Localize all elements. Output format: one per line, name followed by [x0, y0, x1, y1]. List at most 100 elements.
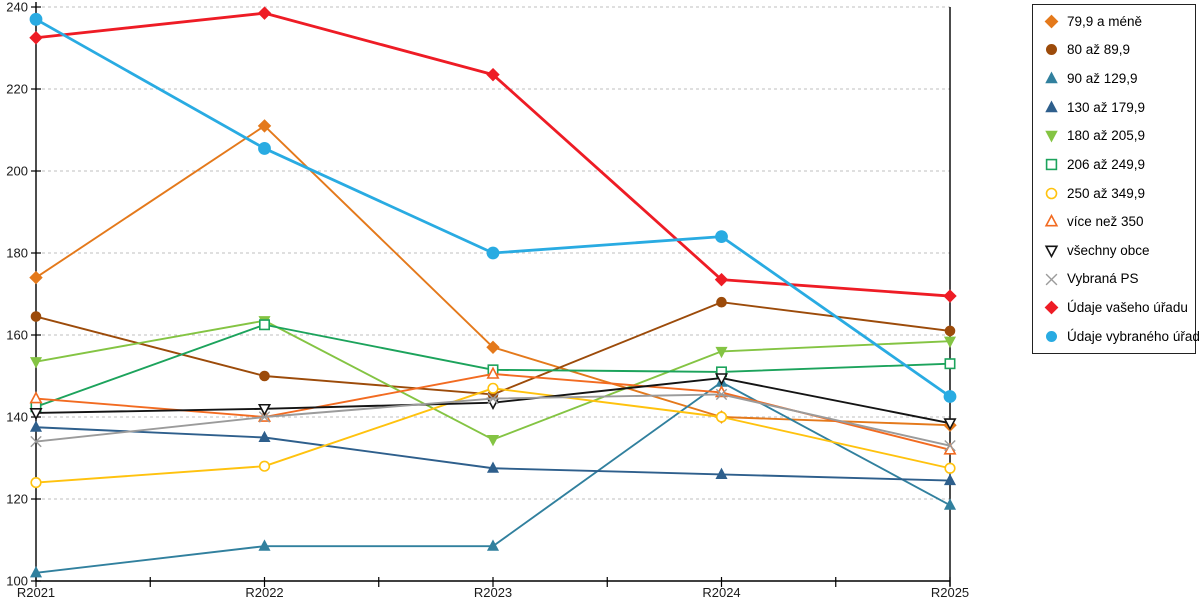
data-point-marker	[486, 434, 500, 447]
legend-label: 180 až 205,9	[1067, 128, 1146, 144]
data-point-marker	[29, 566, 43, 578]
data-point-marker	[944, 358, 956, 370]
legend-label: 80 až 89,9	[1067, 42, 1131, 58]
data-point-marker	[943, 473, 957, 486]
data-point-marker	[944, 440, 956, 452]
data-point-marker	[30, 477, 42, 489]
data-point-marker	[29, 31, 43, 45]
legend-item-250-az-349-9[interactable]: 250 až 349,9	[1033, 186, 1195, 201]
triangle-up-marker-icon	[1045, 100, 1058, 113]
data-point-marker	[487, 382, 499, 394]
legend-item-80-az-89-9[interactable]: 80 až 89,9	[1033, 42, 1195, 57]
legend-item-130-az-179-9[interactable]: 130 až 179,9	[1033, 100, 1195, 115]
series-udaje-vaseho-uradu	[29, 6, 957, 303]
triangle-down-marker-icon	[1044, 245, 1059, 259]
legend-label: 79,9 a méně	[1067, 13, 1143, 29]
x-axis-label: R2022	[245, 585, 283, 600]
legend-item-90-az-129-9[interactable]: 90 až 129,9	[1033, 71, 1195, 86]
data-point-marker	[486, 461, 500, 473]
legend-label: 90 až 129,9	[1067, 70, 1138, 86]
data-point-marker	[715, 346, 728, 359]
data-point-marker	[257, 403, 272, 417]
data-point-marker	[943, 289, 957, 303]
data-point-marker	[29, 12, 43, 26]
data-point-marker	[258, 430, 271, 443]
data-point-marker	[487, 392, 499, 405]
series-250-az-349-9	[30, 382, 956, 489]
data-point-marker	[29, 408, 43, 421]
legend-label: všechny obce	[1067, 242, 1150, 258]
triangle-up-marker-icon	[1045, 71, 1058, 84]
data-point-marker	[716, 296, 727, 308]
data-point-marker	[943, 498, 957, 510]
legend-label: 250 až 349,9	[1067, 185, 1146, 201]
legend-item-udaje-vaseho-uradu[interactable]: Údaje vašeho úřadu	[1033, 300, 1195, 315]
y-axis-label: 180	[6, 246, 28, 261]
x-axis-label: R2023	[474, 585, 512, 600]
legend-item-vsechny-obce[interactable]: všechny obce	[1033, 242, 1195, 259]
data-point-marker	[943, 336, 957, 348]
data-point-marker	[944, 325, 956, 337]
legend-label: více než 350	[1067, 214, 1144, 230]
circle-marker-icon	[1046, 331, 1057, 343]
data-point-marker	[715, 388, 728, 401]
data-point-marker	[714, 272, 729, 287]
data-point-marker	[29, 391, 43, 404]
data-point-marker	[715, 467, 728, 479]
x-axis-label: R2021	[17, 585, 55, 600]
data-point-marker	[30, 435, 42, 448]
data-point-marker	[715, 411, 728, 423]
x-axis-label: R2024	[702, 585, 740, 600]
data-point-marker	[257, 119, 272, 133]
diamond-marker-icon	[1044, 300, 1059, 315]
data-point-marker	[486, 539, 500, 551]
series-line	[35, 319, 951, 441]
circle-marker-icon	[1046, 44, 1057, 56]
legend-label: Vybraná PS	[1067, 271, 1139, 287]
series-130-az-179-9	[29, 420, 957, 486]
data-point-marker	[258, 460, 271, 472]
data-point-marker	[486, 67, 500, 82]
legend-item-vice-nez-350[interactable]: více než 350	[1033, 214, 1195, 229]
data-point-marker	[29, 270, 43, 285]
y-axis-label: 240	[6, 0, 28, 15]
data-point-marker	[257, 6, 272, 20]
data-point-marker	[29, 420, 43, 432]
series-180-az-205-9	[29, 316, 957, 447]
legend-item-udaje-vybraneho-uradu[interactable]: Údaje vybraného úřadu	[1033, 329, 1200, 344]
series-vybrana-ps	[30, 388, 956, 452]
diamond-marker-icon	[1044, 14, 1059, 29]
legend-label: 130 až 179,9	[1067, 99, 1146, 115]
data-point-marker	[715, 230, 728, 244]
y-axis-label: 100	[6, 574, 28, 589]
chart-legend: 79,9 a méně 80 až 89,9 90 až 129,9 130 až 1…	[1032, 4, 1200, 354]
data-point-marker	[486, 340, 500, 355]
data-point-marker	[259, 370, 270, 382]
data-point-marker	[258, 142, 271, 155]
y-axis-label: 200	[6, 164, 28, 179]
data-point-marker	[943, 390, 957, 403]
data-point-marker	[30, 311, 42, 322]
square-marker-icon	[1045, 158, 1058, 171]
data-point-marker	[714, 373, 729, 386]
legend-item-79-9-a-mene[interactable]: 79,9 a méně	[1033, 14, 1195, 29]
y-axis-label: 140	[6, 410, 28, 425]
legend-label: 206 až 249,9	[1067, 156, 1146, 172]
data-point-marker	[486, 246, 500, 260]
legend-item-180-az-205-9[interactable]: 180 až 205,9	[1033, 128, 1195, 143]
y-axis-label: 120	[6, 492, 28, 507]
series-vsechny-obce	[29, 373, 957, 431]
legend-label: Údaje vašeho úřadu	[1067, 300, 1188, 316]
legend-item-206-az-249-9[interactable]: 206 až 249,9	[1033, 157, 1195, 172]
data-point-marker	[258, 319, 270, 331]
legend-item-vybrana-ps[interactable]: Vybraná PS	[1033, 272, 1195, 287]
data-point-marker	[944, 462, 956, 474]
triangle-up-marker-icon	[1044, 214, 1059, 227]
data-point-marker	[943, 418, 957, 431]
y-axis-label: 220	[6, 82, 28, 97]
data-point-marker	[258, 411, 271, 423]
x-axis-label: R2025	[931, 585, 969, 600]
triangle-down-marker-icon	[1045, 131, 1058, 143]
